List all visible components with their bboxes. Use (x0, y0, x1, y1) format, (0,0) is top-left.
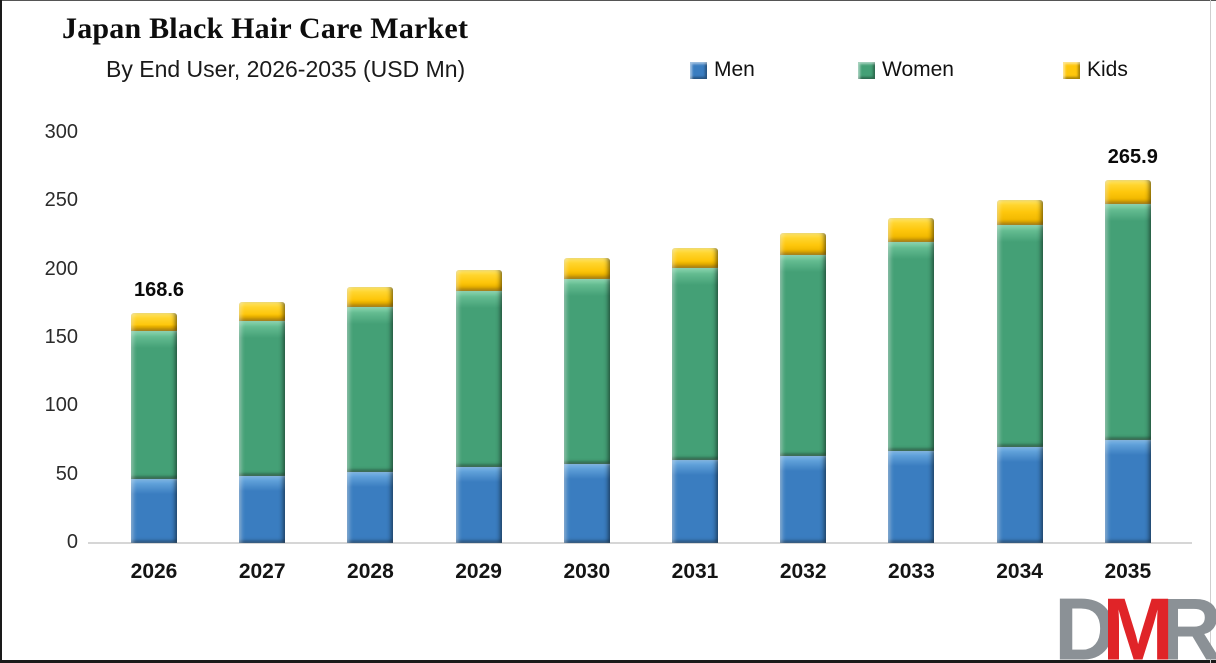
x-axis-label-2027: 2027 (238, 560, 286, 583)
kids-legend-swatch-icon (1063, 61, 1080, 79)
bar-segment-women-2032 (780, 255, 827, 456)
x-axis-label-2030: 2030 (563, 560, 611, 583)
bar-segment-women-2027 (239, 320, 286, 477)
x-axis-baseline (88, 542, 1192, 544)
bar-segment-men-2026 (131, 478, 177, 543)
legend-item-men: Men (690, 58, 755, 82)
legend-label-kids: Kids (1087, 58, 1128, 81)
bar-segment-kids-2030 (563, 258, 610, 279)
bar-segment-men-2034 (996, 446, 1043, 543)
x-axis-label-2034: 2034 (996, 560, 1043, 583)
chart-title: Japan Black Hair Care Market (62, 12, 469, 45)
y-axis-tick-label: 300 (44, 121, 78, 143)
bar-segment-kids-2035 (1104, 179, 1151, 205)
stacked-bar-2032 (780, 232, 827, 543)
bar-segment-kids-2031 (672, 248, 718, 269)
stacked-bar-2026 (131, 312, 177, 543)
image-border-right (1210, 0, 1211, 663)
image-border-bottom (0, 660, 1216, 663)
image-border-left (0, 0, 2, 663)
y-axis-tick-label: 150 (44, 326, 78, 348)
bar-segment-women-2030 (563, 278, 610, 464)
bar-segment-kids-2027 (239, 301, 286, 321)
stacked-bar-2027 (239, 301, 286, 543)
bar-segment-men-2030 (563, 463, 610, 543)
logo-letter-d: D (1054, 581, 1116, 663)
bar-segment-women-2031 (672, 268, 718, 461)
stacked-bar-2030 (563, 258, 610, 543)
x-axis-label-2029: 2029 (455, 560, 502, 583)
bar-segment-men-2027 (239, 476, 286, 543)
x-axis-label-2032: 2032 (779, 560, 827, 583)
y-axis-tick-label: 200 (44, 257, 78, 280)
bar-segment-men-2032 (780, 455, 827, 543)
bar-segment-kids-2033 (888, 217, 935, 242)
bar-segment-women-2029 (455, 290, 502, 468)
dmr-logo: DMR (1054, 581, 1216, 663)
y-axis-tick-label: 250 (44, 189, 78, 212)
x-axis-label-2035: 2035 (1104, 560, 1152, 583)
stacked-bar-2034 (996, 200, 1043, 543)
stacked-bar-2031 (672, 248, 718, 543)
bar-segment-men-2028 (347, 471, 394, 543)
logo-letter-m: M (1102, 581, 1174, 663)
bar-segment-kids-2034 (996, 200, 1043, 226)
stacked-bar-2028 (347, 287, 394, 543)
bar-segment-kids-2032 (780, 232, 827, 256)
data-label-2035: 265.9 (1107, 145, 1158, 168)
chart-subtitle: By End User, 2026-2035 (USD Mn) (106, 56, 466, 82)
data-label-2026: 168.6 (133, 278, 185, 301)
legend-item-women: Women (858, 58, 954, 82)
stacked-bar-2035 (1104, 179, 1151, 543)
women-legend-swatch-icon (858, 61, 875, 79)
bar-segment-kids-2026 (131, 312, 177, 332)
bar-segment-kids-2029 (455, 269, 502, 291)
bar-segment-women-2033 (888, 241, 935, 452)
bar-segment-men-2029 (455, 467, 502, 543)
men-legend-swatch-icon (690, 61, 707, 79)
bar-segment-women-2028 (347, 306, 394, 472)
bar-segment-men-2031 (672, 460, 718, 543)
image-border-top (0, 0, 1216, 1)
x-axis-label-2031: 2031 (671, 560, 719, 583)
stacked-bar-2029 (455, 269, 502, 543)
bar-segment-women-2035 (1104, 204, 1151, 441)
y-axis-tick-label: 0 (66, 531, 78, 553)
legend-item-kids: Kids (1063, 58, 1128, 82)
bar-segment-women-2034 (996, 225, 1043, 447)
bar-segment-men-2035 (1104, 440, 1151, 543)
x-axis-label-2026: 2026 (130, 560, 178, 583)
legend-label-men: Men (714, 58, 755, 81)
x-axis-label-2033: 2033 (888, 560, 935, 583)
stacked-bar-2033 (888, 217, 935, 543)
bar-segment-kids-2028 (347, 287, 394, 307)
legend-label-women: Women (882, 58, 954, 81)
logo-letter-r: R (1159, 581, 1216, 663)
y-axis-tick-label: 100 (44, 394, 78, 417)
y-axis-tick-label: 50 (55, 462, 78, 485)
bar-segment-women-2026 (131, 331, 177, 479)
bar-segment-men-2033 (888, 451, 935, 543)
x-axis-label-2028: 2028 (347, 560, 394, 583)
